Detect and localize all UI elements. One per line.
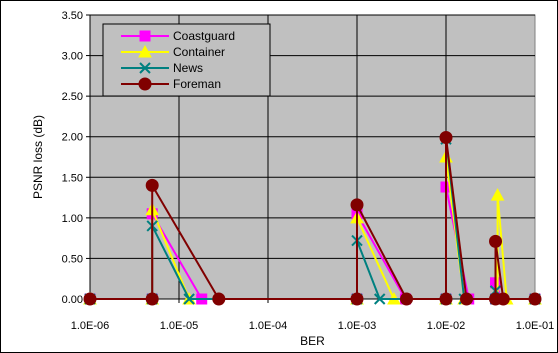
x-tick-label: 1.0E-03: [338, 320, 377, 332]
data-point-marker: [439, 292, 453, 306]
data-point-marker: [350, 292, 364, 306]
data-point-marker: [374, 293, 386, 305]
series-lines: [83, 131, 542, 306]
legend: Coastguard Container News Foreman: [102, 23, 271, 97]
data-point-marker: [139, 62, 151, 74]
y-axis-title: PSNR loss (dB): [31, 115, 45, 199]
marker-stroke: [139, 62, 151, 74]
data-point-marker: [460, 292, 474, 306]
legend-item: Coastguard: [121, 29, 235, 43]
y-tick-label: 2.50: [62, 91, 83, 103]
y-tick-label: 0.00: [62, 294, 83, 306]
data-point-marker: [145, 292, 159, 306]
x-tick-label: 1.0E-02: [427, 320, 466, 332]
legend-label: Coastguard: [173, 29, 235, 43]
y-tick-label: 1.50: [62, 172, 83, 184]
x-axis-title: BER: [300, 334, 325, 348]
x-tick-label: 1.0E-06: [71, 320, 110, 332]
data-point-marker: [528, 292, 542, 306]
y-tick-label: 1.00: [62, 213, 83, 225]
series-foreman: [83, 131, 542, 306]
data-point-marker: [139, 30, 151, 42]
y-tick-label: 0.50: [62, 253, 83, 265]
data-point-marker: [490, 188, 505, 201]
y-tick-label: 3.50: [62, 10, 83, 22]
x-tick-label: 1.0E-01: [516, 320, 555, 332]
legend-item: Container: [121, 44, 225, 59]
series-line: [90, 137, 535, 300]
legend-item: News: [121, 61, 203, 75]
legend-label: News: [173, 61, 203, 75]
data-point-marker: [489, 234, 503, 248]
y-tick-label: 3.00: [62, 51, 83, 63]
data-point-marker: [183, 293, 195, 305]
data-point-marker: [496, 292, 510, 306]
legend-item: Foreman: [121, 77, 221, 91]
legend-label: Foreman: [173, 77, 221, 91]
marker-stroke: [183, 293, 195, 305]
data-point-marker: [145, 178, 159, 192]
data-point-marker: [212, 292, 226, 306]
data-point-marker: [439, 131, 453, 145]
data-point-marker: [138, 77, 152, 91]
y-tick-label: 2.00: [62, 132, 83, 144]
x-tick-label: 1.0E-05: [160, 320, 199, 332]
legend-label: Container: [173, 45, 225, 59]
data-point-marker: [138, 44, 152, 58]
marker-stroke: [374, 293, 386, 305]
data-point-marker: [350, 198, 364, 212]
data-point-marker: [83, 292, 97, 306]
x-tick-label: 1.0E-04: [249, 320, 288, 332]
data-point-marker: [400, 292, 414, 306]
